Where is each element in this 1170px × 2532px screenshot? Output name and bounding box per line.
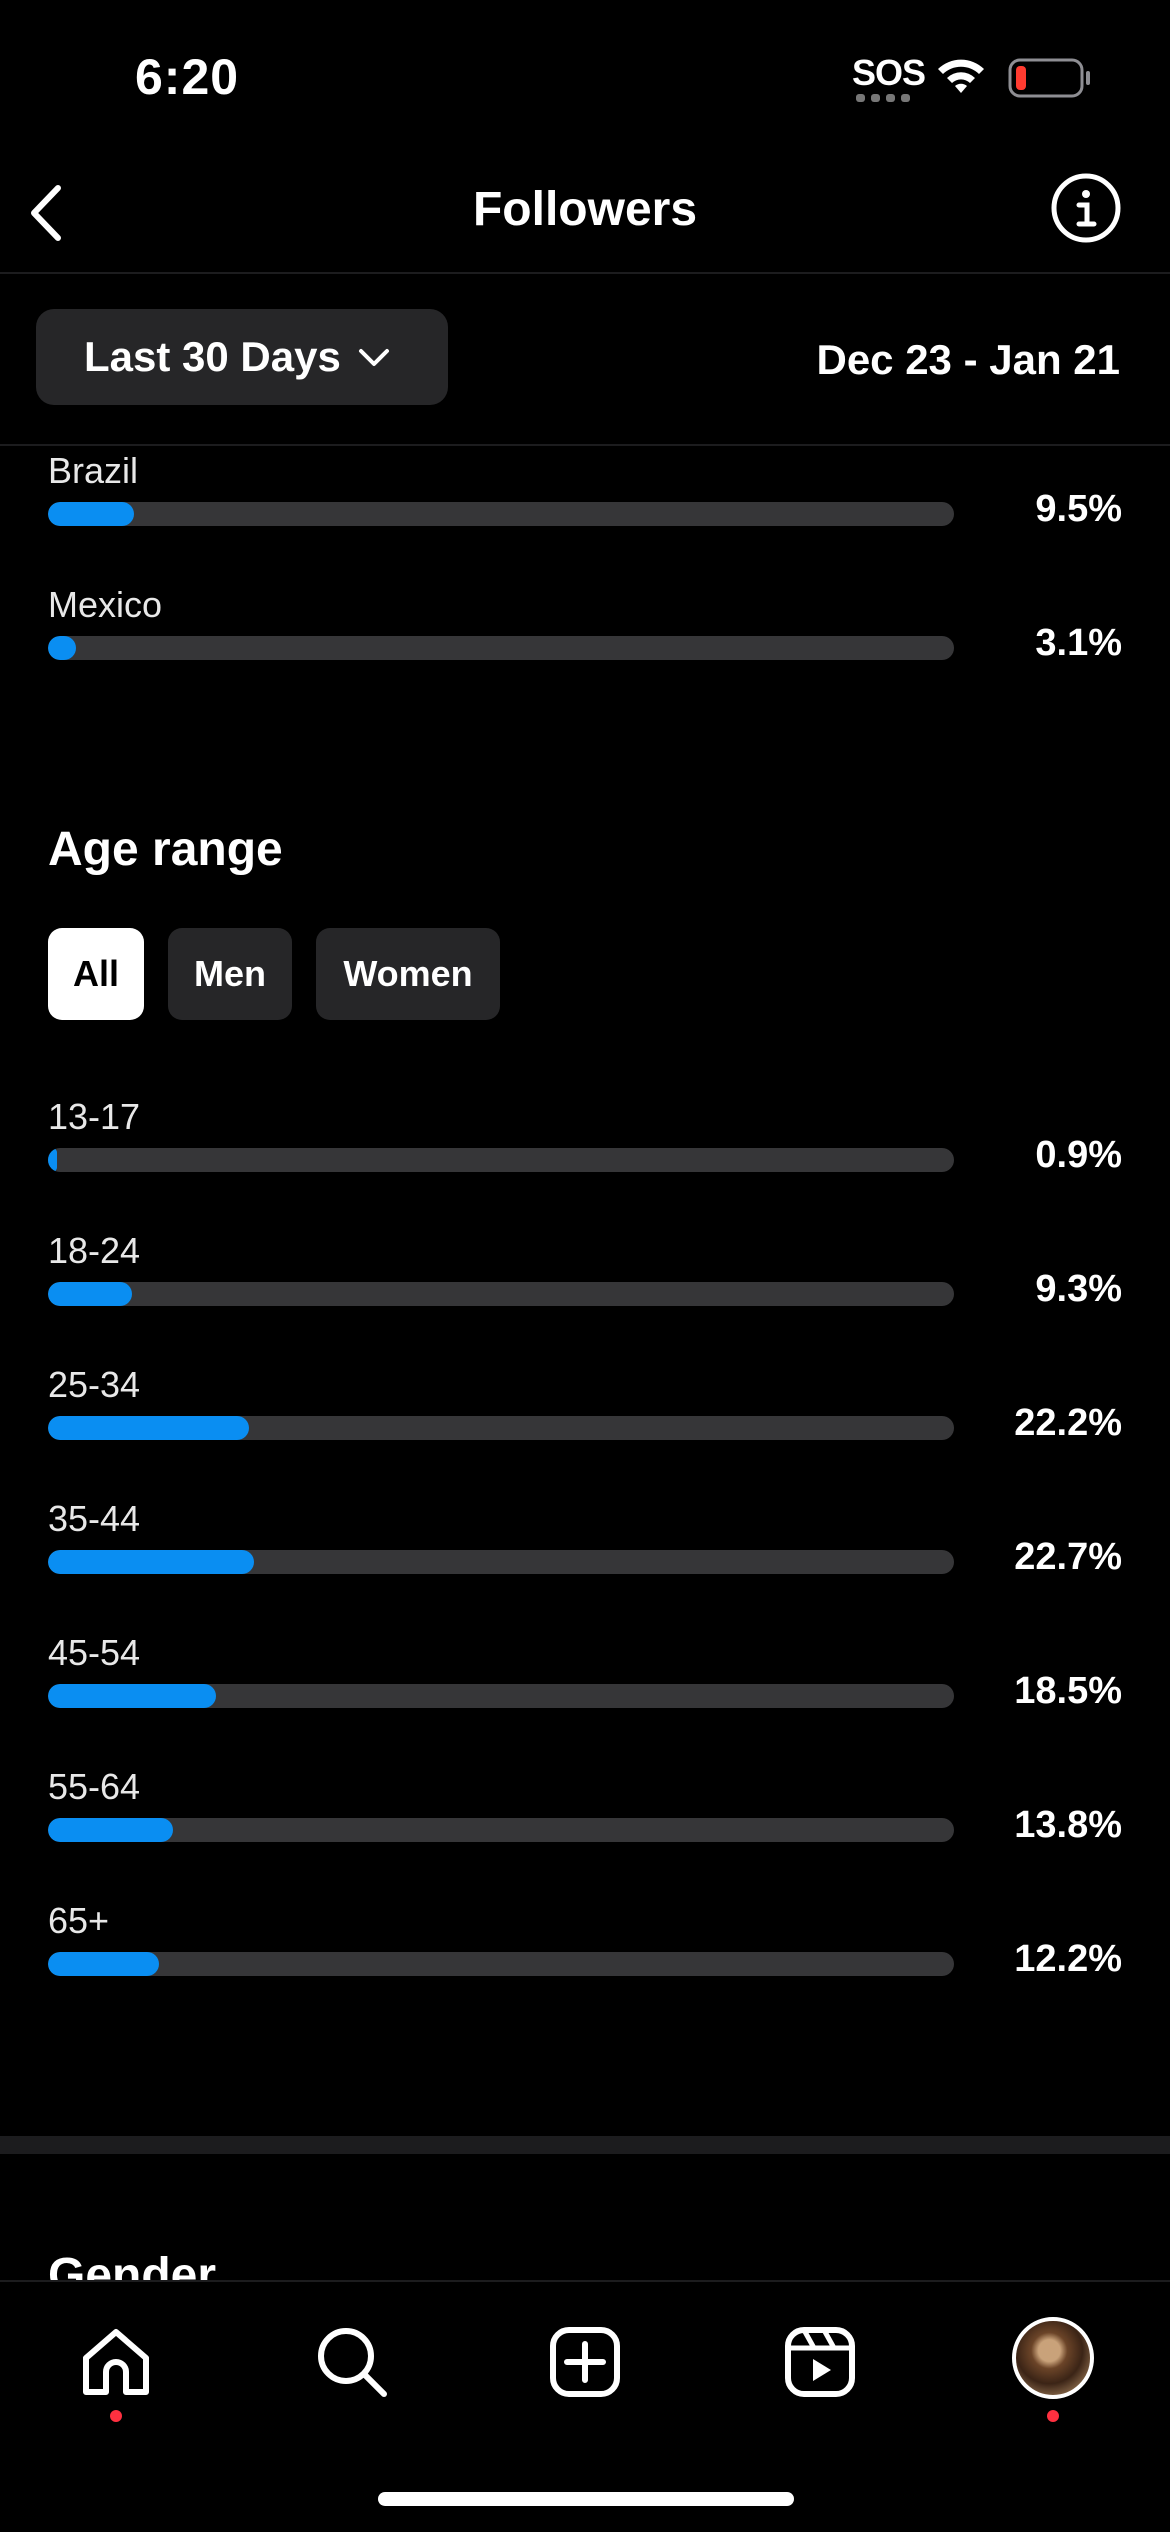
country-label: Brazil [48, 450, 139, 491]
bar-fill [48, 1818, 174, 1842]
age-row: 65+ 12.2% [48, 1900, 1122, 2020]
age-row: 18-24 9.3% [48, 1230, 1122, 1350]
bar-fill [48, 1684, 216, 1708]
age-value: 9.3% [1035, 1268, 1122, 1310]
country-label: Mexico [48, 584, 163, 625]
info-icon[interactable] [1050, 172, 1122, 244]
filter-row: Last 30 Days Dec 23 - Jan 21 [0, 276, 1170, 446]
bar-fill [48, 636, 77, 660]
bar-track [48, 1282, 954, 1306]
age-label: 13-17 [48, 1096, 141, 1137]
bar-track [48, 1148, 954, 1172]
age-row: 25-34 22.2% [48, 1364, 1122, 1484]
tab-all[interactable]: All [48, 928, 144, 1020]
age-value: 13.8% [1014, 1804, 1122, 1846]
country-row-mexico: Mexico 3.1% [48, 584, 1122, 704]
signal-dots-icon [856, 94, 914, 102]
battery-icon [1008, 58, 1090, 98]
bar-track [48, 636, 954, 660]
sos-indicator: SOS [852, 52, 926, 93]
home-indicator [378, 2492, 794, 2506]
age-range-title: Age range [48, 823, 283, 876]
age-label: 35-44 [48, 1498, 141, 1539]
bar-track [48, 1818, 954, 1842]
age-label: 65+ [48, 1900, 110, 1941]
nav-header: Followers [0, 150, 1170, 274]
bar-fill [48, 1416, 250, 1440]
profile-avatar[interactable] [1012, 2317, 1094, 2399]
bar-fill [48, 502, 135, 526]
bar-fill [48, 1952, 159, 1976]
date-range: Dec 23 - Jan 21 [816, 336, 1120, 383]
bar-track [48, 1550, 954, 1574]
bar-track [48, 1952, 954, 1976]
profile-notification-dot [1047, 2410, 1059, 2422]
page-title: Followers [472, 183, 698, 236]
tab-women[interactable]: Women [316, 928, 500, 1020]
age-row: 13-17 0.9% [48, 1096, 1122, 1216]
reels-icon[interactable] [780, 2322, 860, 2402]
period-dropdown[interactable]: Last 30 Days [36, 309, 448, 405]
country-row-brazil: Brazil 9.5% [48, 450, 1122, 570]
age-label: 25-34 [48, 1364, 141, 1405]
age-label: 45-54 [48, 1632, 141, 1673]
age-value: 22.7% [1014, 1536, 1122, 1578]
age-label: 18-24 [48, 1230, 141, 1271]
bar-fill [48, 1148, 58, 1172]
age-row: 45-54 18.5% [48, 1632, 1122, 1752]
chevron-down-icon [358, 349, 389, 366]
create-icon[interactable] [545, 2322, 625, 2402]
bar-fill [48, 1282, 133, 1306]
bar-track [48, 1684, 954, 1708]
home-icon[interactable] [76, 2322, 156, 2402]
home-notification-dot [110, 2410, 122, 2422]
age-label: 55-64 [48, 1766, 141, 1807]
bar-track [48, 1416, 954, 1440]
chevron-left-icon[interactable] [22, 180, 72, 246]
period-label: Last 30 Days [84, 333, 341, 380]
tab-men[interactable]: Men [168, 928, 292, 1020]
bottom-tab-bar [0, 2280, 1170, 2532]
section-divider [0, 2136, 1170, 2154]
age-value: 18.5% [1014, 1670, 1122, 1712]
age-value: 0.9% [1035, 1134, 1122, 1176]
wifi-icon [938, 59, 984, 93]
bar-fill [48, 1550, 254, 1574]
age-row: 55-64 13.8% [48, 1766, 1122, 1886]
status-bar: 6:20 SOS [0, 0, 1170, 150]
age-row: 35-44 22.7% [48, 1498, 1122, 1618]
search-icon[interactable] [312, 2322, 392, 2402]
age-value: 22.2% [1014, 1402, 1122, 1444]
country-value: 9.5% [1035, 488, 1122, 530]
bar-track [48, 502, 954, 526]
country-value: 3.1% [1035, 622, 1122, 664]
age-value: 12.2% [1014, 1938, 1122, 1980]
status-time: 6:20 [135, 49, 240, 105]
